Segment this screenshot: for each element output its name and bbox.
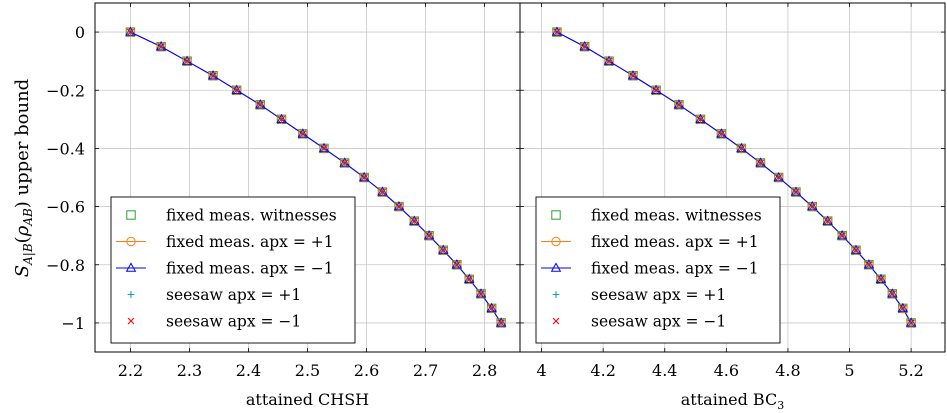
y-axis-label: SA|B(ρAB) upper bound bbox=[12, 79, 35, 277]
x-tick-label: 5.2 bbox=[898, 361, 923, 380]
legend-marker bbox=[126, 236, 136, 247]
y-tick-label: −0.8 bbox=[46, 256, 85, 275]
legend-label: fixed meas. apx = +1 bbox=[166, 233, 334, 251]
y-axis-label-text: SA|B(ρAB) upper bound bbox=[12, 79, 35, 277]
data-point bbox=[299, 130, 307, 138]
data-point bbox=[808, 203, 816, 210]
data-point bbox=[757, 159, 764, 167]
legend-marker bbox=[552, 317, 560, 325]
x-tick-label: 4.6 bbox=[714, 361, 739, 380]
data-point bbox=[439, 246, 447, 254]
data-point bbox=[360, 174, 368, 181]
legend-label: seesaw apx = +1 bbox=[166, 286, 301, 304]
data-point bbox=[838, 232, 846, 240]
data-point bbox=[775, 174, 783, 181]
y-tick-label: 0 bbox=[75, 23, 85, 42]
x-tick-label: 4.2 bbox=[590, 361, 615, 380]
legend-label: fixed meas. apx = −1 bbox=[591, 260, 759, 278]
data-point bbox=[209, 72, 217, 80]
data-point bbox=[410, 217, 418, 225]
data-point bbox=[675, 101, 683, 109]
data-point bbox=[395, 203, 403, 210]
data-point bbox=[581, 43, 589, 51]
legend-label: fixed meas. witnesses bbox=[591, 207, 762, 225]
legend-box bbox=[110, 196, 356, 344]
data-point bbox=[477, 290, 485, 298]
data-point bbox=[341, 159, 349, 167]
data-point bbox=[453, 261, 461, 269]
data-point bbox=[605, 57, 613, 65]
data-point bbox=[465, 275, 473, 283]
x-tick-label: 2.5 bbox=[295, 361, 320, 380]
y-tick-label: −1 bbox=[61, 314, 85, 333]
data-point bbox=[738, 145, 745, 152]
y-tick-label: −0.2 bbox=[46, 81, 85, 100]
data-point bbox=[157, 43, 165, 51]
legend: fixed meas. witnesses fixed meas. apx = +… bbox=[110, 196, 356, 344]
data-point bbox=[379, 188, 386, 196]
legend-marker bbox=[127, 291, 135, 298]
data-point bbox=[888, 290, 896, 298]
x-tick-label: 4 bbox=[536, 361, 546, 380]
data-point bbox=[629, 72, 637, 80]
x-tick-label: 4.8 bbox=[775, 361, 800, 380]
x-tick-label: 2.4 bbox=[236, 361, 261, 380]
data-point bbox=[553, 28, 561, 36]
data-point bbox=[127, 28, 134, 36]
data-point bbox=[256, 101, 264, 109]
data-point bbox=[852, 246, 860, 254]
legend-marker bbox=[127, 317, 135, 325]
data-point bbox=[488, 304, 496, 312]
panel-bc3: 4 4.2 4.4 4.6 4.8 5 5.2 attained BC3 fixed meas.… bbox=[519, 2, 946, 412]
legend-marker bbox=[551, 210, 561, 220]
data-point bbox=[278, 115, 285, 123]
data-point bbox=[792, 188, 800, 196]
data-point bbox=[697, 115, 704, 123]
x-tick-label: 2.3 bbox=[177, 361, 202, 380]
legend-marker bbox=[552, 291, 560, 298]
data-point bbox=[877, 275, 885, 283]
axis-frame bbox=[519, 2, 946, 353]
data-point bbox=[824, 217, 832, 225]
y-tick-label: −0.6 bbox=[46, 198, 85, 217]
data-point bbox=[183, 57, 191, 65]
x-axis-label: attained BC3 bbox=[681, 390, 784, 409]
x-tick-label: 2.2 bbox=[118, 361, 143, 380]
legend-label: fixed meas. apx = +1 bbox=[591, 233, 759, 251]
series-4-markers bbox=[553, 28, 915, 327]
legend-label: seesaw apx = −1 bbox=[591, 313, 726, 331]
data-point bbox=[865, 261, 873, 269]
x-tick-label: 5 bbox=[844, 361, 854, 380]
legend-marker bbox=[551, 236, 561, 247]
data-point bbox=[425, 232, 433, 240]
legend-label: seesaw apx = −1 bbox=[166, 313, 301, 331]
legend: fixed meas. witnesses fixed meas. apx = +… bbox=[535, 196, 781, 344]
legend-marker bbox=[125, 262, 137, 272]
panel-chsh: 2.2 2.3 2.4 2.5 2.6 2.7 2.8 0 −0.2 −0.4 −0.6 −0.8 −1… bbox=[46, 2, 521, 409]
data-point bbox=[899, 304, 907, 312]
data-point bbox=[320, 145, 328, 152]
legend-marker bbox=[126, 210, 136, 220]
legend-label: fixed meas. witnesses bbox=[166, 207, 337, 225]
data-point bbox=[497, 319, 505, 327]
legend-box bbox=[535, 196, 781, 344]
y-tick-label: −0.4 bbox=[46, 139, 85, 158]
x-axis-label: attained CHSH bbox=[246, 390, 369, 409]
x-tick-label: 4.4 bbox=[652, 361, 677, 380]
legend-label: seesaw apx = +1 bbox=[591, 286, 726, 304]
x-tick-label: 2.6 bbox=[354, 361, 379, 380]
data-point bbox=[233, 86, 241, 94]
legend-label: fixed meas. apx = −1 bbox=[166, 260, 334, 278]
x-tick-label: 2.8 bbox=[472, 361, 497, 380]
legend-marker bbox=[550, 262, 562, 272]
data-point bbox=[652, 86, 660, 94]
x-tick-label: 2.7 bbox=[413, 361, 438, 380]
data-point bbox=[907, 319, 915, 327]
data-point bbox=[718, 130, 725, 138]
series-4-markers bbox=[127, 28, 505, 327]
